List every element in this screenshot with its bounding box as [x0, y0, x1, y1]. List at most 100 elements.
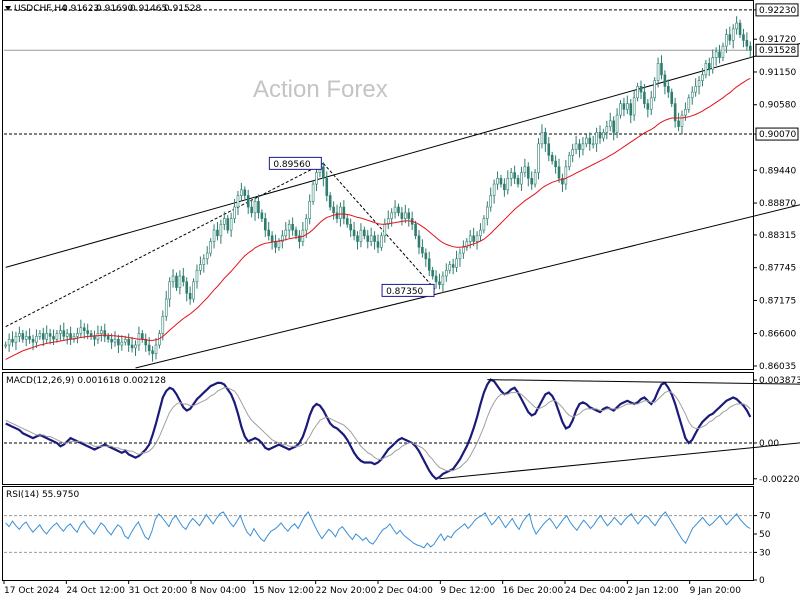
header-close: 0.91528 — [164, 4, 201, 14]
candle-body — [86, 330, 89, 334]
candle-body — [632, 97, 636, 116]
candle-body — [79, 327, 83, 334]
candle-body — [342, 206, 346, 219]
candle-body — [417, 235, 421, 248]
price-tick-label-10: 0.86600 — [759, 330, 796, 340]
candle-body — [117, 338, 120, 346]
candle-body — [243, 189, 247, 196]
candles — [4, 16, 752, 362]
level-price-box — [755, 127, 799, 141]
candle-body — [540, 132, 544, 145]
candle-body — [18, 333, 21, 337]
candle-body — [636, 86, 639, 99]
candle-body — [366, 235, 370, 242]
candle-body — [485, 206, 489, 219]
candle-body — [520, 172, 523, 185]
time-tick-label-7: 9 Dec 12:00 — [440, 586, 495, 596]
candle-body — [21, 333, 25, 340]
candle-body — [345, 218, 349, 225]
candle-body — [195, 269, 199, 283]
candle-body — [677, 120, 680, 127]
candle-body — [567, 155, 571, 168]
candle-body — [315, 172, 318, 185]
candle-body — [561, 178, 564, 185]
axes: 0.92230 0.91720 0.91150 0.90580 0.90070 0.894… — [3, 3, 800, 596]
candle-body — [673, 103, 677, 122]
candle-body — [100, 330, 103, 334]
time-tick-label-10: 2 Jan 12:00 — [627, 586, 679, 596]
candle-body — [253, 201, 257, 214]
candle-body — [298, 235, 301, 242]
candle-body — [564, 166, 568, 185]
macd-upper-trendline — [487, 379, 800, 385]
candle-body — [120, 341, 124, 346]
candle-body — [499, 178, 503, 185]
candle-body — [281, 235, 284, 242]
time-tick-label-0: 17 Oct 2024 — [4, 586, 60, 596]
candle-body — [516, 178, 520, 185]
candle-body — [274, 241, 277, 248]
candle-body — [626, 103, 629, 110]
time-tick-label-11: 9 Jan 20:00 — [690, 586, 742, 596]
candle-body — [304, 218, 308, 231]
time-tick-label-1: 24 Oct 12:00 — [66, 586, 125, 596]
candle-body — [223, 218, 226, 225]
candle-body — [731, 28, 735, 41]
candle-body — [216, 229, 219, 237]
candle-body — [482, 218, 486, 231]
candle-body — [294, 229, 298, 237]
price-tick-label-3: 0.90580 — [759, 101, 796, 111]
time-tick-label-9: 24 Dec 04:00 — [565, 586, 626, 596]
candle-body — [704, 63, 708, 76]
time-tick-label-6: 2 Dec 04:00 — [378, 586, 433, 596]
candle-body — [55, 333, 59, 340]
candle-body — [82, 327, 86, 331]
candle-body — [585, 137, 588, 145]
candle-body — [489, 195, 493, 208]
candle-body — [451, 264, 455, 268]
macd-pane-frame — [2, 372, 754, 485]
candle-body — [441, 275, 445, 285]
candle-body — [400, 212, 404, 219]
candle-body — [59, 330, 62, 334]
macd-tick-label-2: -0.002201 — [759, 475, 800, 485]
candle-body — [393, 206, 397, 214]
candle-body — [335, 212, 339, 219]
candle-body — [735, 22, 738, 30]
candle-body — [359, 229, 363, 242]
candle-body — [4, 344, 8, 347]
candle-body — [233, 206, 236, 219]
macd-header: MACD(12,26,9) 0.001618 0.002128 — [6, 376, 166, 386]
price-tick-label-4: 0.90070 — [759, 130, 796, 140]
candle-body — [465, 241, 469, 248]
candle-body — [192, 281, 195, 300]
current-price-label: 0.91528 — [759, 46, 796, 56]
rsi-line — [5, 511, 751, 549]
candle-body — [219, 223, 223, 237]
candle-body — [667, 86, 670, 93]
candle-body — [175, 275, 178, 288]
time-tick-label-5: 22 Nov 20:00 — [316, 586, 377, 596]
candle-body — [629, 103, 633, 116]
candle-body — [311, 183, 315, 202]
candle-body — [113, 338, 117, 343]
collapse-triangle-icon[interactable] — [5, 6, 11, 11]
candle-body — [533, 172, 537, 185]
candle-body — [424, 252, 428, 260]
candle-body — [608, 120, 612, 127]
candle-body — [680, 114, 684, 127]
header-high: 0.91690 — [96, 4, 133, 14]
time-tick-label-2: 31 Oct 20:00 — [129, 586, 188, 596]
candle-body — [721, 45, 725, 58]
price-header: USDCHF,H4 0.91623 0.91690 0.91465 0.9152… — [5, 4, 201, 14]
candle-body — [41, 333, 45, 340]
candle-body — [656, 63, 660, 81]
candle-body — [127, 338, 130, 346]
candle-body — [595, 132, 598, 145]
candle-body — [479, 229, 482, 237]
price-pane-frame — [2, 0, 754, 370]
candle-body — [591, 143, 595, 146]
rsi-tick-label-2: 30 — [759, 548, 771, 558]
price-tick-label-6: 0.88870 — [759, 199, 796, 209]
